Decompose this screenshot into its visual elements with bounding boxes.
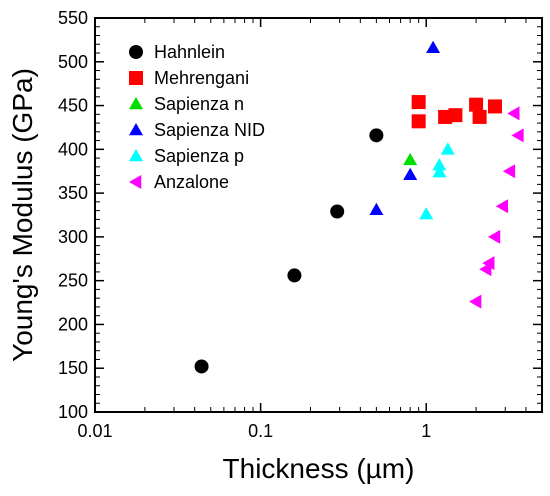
legend-marker-sapienza-nid bbox=[129, 123, 143, 136]
data-point-sapienza-p bbox=[432, 165, 447, 178]
data-point-hahnlein bbox=[194, 359, 209, 374]
data-point-hahnlein bbox=[330, 204, 345, 219]
points-layer bbox=[194, 40, 524, 374]
y-tick-label: 350 bbox=[58, 183, 88, 203]
legend-label-anzalone: Anzalone bbox=[154, 172, 229, 192]
data-point-sapienza-p bbox=[419, 207, 434, 220]
x-tick-label: 0.1 bbox=[248, 421, 273, 441]
ticks-layer: 100 150 200 250 300 350 400 450 500 550 0.01 0.1 1 bbox=[58, 8, 542, 441]
legend-marker-mehrengani bbox=[129, 71, 143, 85]
data-point-sapienza-p bbox=[440, 142, 455, 155]
legend-marker-sapienza-p bbox=[129, 149, 143, 162]
y-tick-label: 200 bbox=[58, 314, 88, 334]
y-tick-label: 550 bbox=[58, 8, 88, 28]
legend-label-hahnlein: Hahnlein bbox=[154, 42, 225, 62]
data-point-mehrengani bbox=[469, 97, 484, 112]
data-point-sapienza-p bbox=[432, 158, 447, 171]
y-tick-label: 300 bbox=[58, 227, 88, 247]
data-point-anzalone bbox=[511, 128, 524, 143]
data-point-anzalone bbox=[479, 262, 492, 277]
legend: Hahnlein Mehrengani Sapienza n Sapienza NID… bbox=[129, 42, 265, 192]
data-point-hahnlein bbox=[369, 128, 384, 143]
legend-label-sapienza-nid: Sapienza NID bbox=[154, 120, 265, 140]
data-point-sapienza-nid bbox=[426, 40, 441, 54]
legend-marker-hahnlein bbox=[129, 45, 143, 59]
legend-label-mehrengani: Mehrengani bbox=[154, 68, 249, 88]
y-tick-label: 150 bbox=[58, 358, 88, 378]
data-point-mehrengani bbox=[472, 109, 487, 124]
data-point-hahnlein bbox=[287, 268, 302, 283]
data-point-anzalone bbox=[487, 229, 501, 244]
x-axis-title: Thickness (µm) bbox=[223, 453, 415, 484]
legend-marker-anzalone bbox=[129, 175, 142, 189]
legend-label-sapienza-p: Sapienza p bbox=[154, 146, 244, 166]
data-point-sapienza-nid bbox=[403, 167, 418, 180]
y-tick-label: 250 bbox=[58, 271, 88, 291]
data-point-sapienza-nid bbox=[369, 202, 384, 215]
data-point-anzalone bbox=[495, 199, 509, 214]
data-point-anzalone bbox=[502, 164, 516, 179]
y-tick-label: 500 bbox=[58, 52, 88, 72]
data-point-anzalone bbox=[469, 294, 482, 309]
legend-label-sapienza-n: Sapienza n bbox=[154, 94, 244, 114]
data-point-mehrengani bbox=[448, 108, 463, 123]
data-point-mehrengani bbox=[411, 95, 426, 110]
x-tick-label: 1 bbox=[421, 421, 431, 441]
x-tick-label: 0.01 bbox=[77, 421, 112, 441]
legend-marker-sapienza-n bbox=[129, 97, 143, 110]
data-point-sapienza-n bbox=[403, 152, 418, 166]
plot-frame bbox=[94, 17, 543, 413]
y-axis-title: Young's Modulus (GPa) bbox=[7, 68, 38, 362]
data-point-mehrengani bbox=[487, 99, 502, 114]
data-point-mehrengani bbox=[411, 114, 426, 129]
y-tick-label: 450 bbox=[58, 96, 88, 116]
data-point-anzalone bbox=[507, 106, 520, 121]
y-tick-label: 100 bbox=[58, 402, 88, 422]
y-tick-label: 400 bbox=[58, 139, 88, 159]
